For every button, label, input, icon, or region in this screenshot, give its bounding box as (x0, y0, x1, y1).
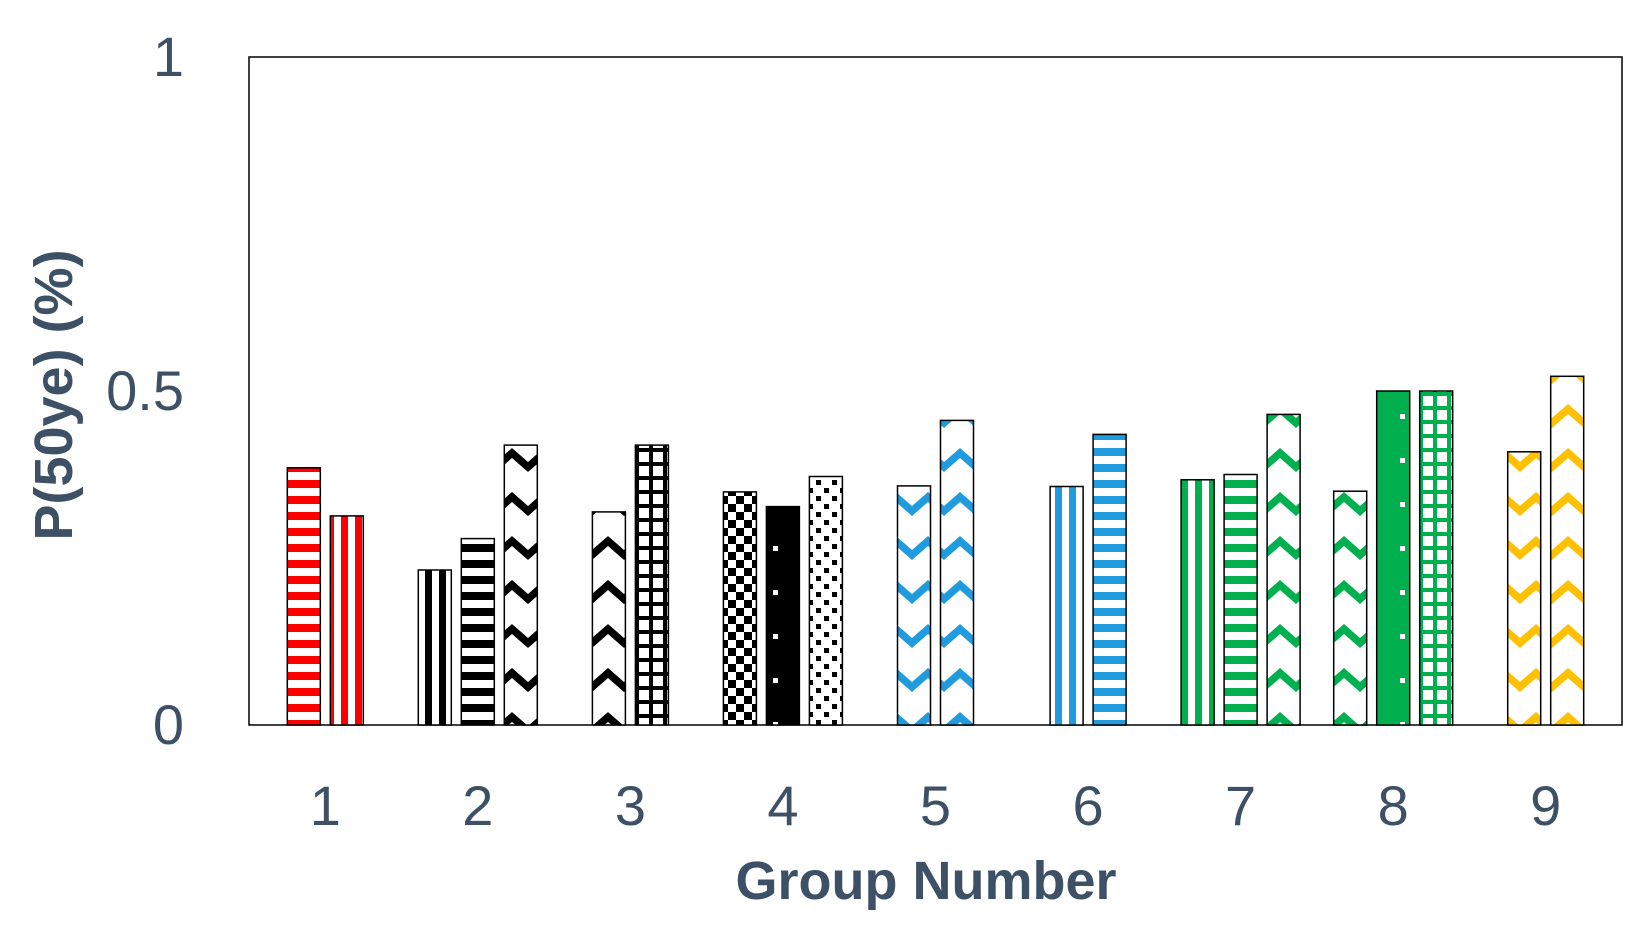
bar-group-7-1 (1180, 479, 1215, 726)
x-tick-label: 6 (1073, 774, 1104, 837)
x-tick-label: 9 (1530, 774, 1561, 837)
bar-group-3-2 (634, 444, 670, 726)
bar-group-8-1 (1332, 490, 1368, 726)
x-tick-label: 2 (462, 774, 493, 837)
x-tick-label: 3 (615, 774, 646, 837)
bars-layer (286, 375, 1585, 726)
x-tick-label: 4 (767, 774, 798, 837)
bar-group-2-1 (417, 569, 453, 726)
bar-group-9-1 (1506, 451, 1542, 726)
bar-group-7-2 (1223, 473, 1258, 726)
bar-group-1-1 (286, 467, 322, 726)
bar-group-4-3 (808, 475, 844, 726)
y-tick-label: 0 (153, 693, 184, 756)
bar-group-4-2 (765, 505, 801, 726)
bar-group-5-2 (939, 419, 975, 726)
bar-group-2-3 (503, 444, 539, 726)
y-tick-label: 0.5 (106, 359, 184, 422)
plot-area-frame (248, 56, 1623, 726)
x-axis-title: Group Number (735, 851, 1116, 911)
bar-group-1-2 (329, 515, 365, 726)
x-tick-label: 5 (920, 774, 951, 837)
bar-group-6-2 (1092, 433, 1127, 726)
bar-group-8-3 (1418, 390, 1454, 726)
x-tick-label: 8 (1378, 774, 1409, 837)
bar-group-6-1 (1049, 485, 1084, 726)
y-axis-title: P(50ye) (%) (24, 249, 84, 540)
bar-group-5-1 (896, 485, 932, 726)
x-tick-label: 7 (1225, 774, 1256, 837)
bar-group-2-2 (460, 537, 496, 726)
bar-group-4-1 (722, 491, 758, 726)
bar-group-3-1 (591, 511, 627, 726)
bar-group-9-2 (1549, 375, 1585, 726)
bar-group-8-2 (1375, 390, 1411, 726)
x-tick-label: 1 (310, 774, 341, 837)
bar-group-7-3 (1266, 413, 1301, 726)
x-tick-labels: 1 2 3 4 5 6 7 8 9 (310, 774, 1562, 837)
y-tick-label: 1 (153, 25, 184, 88)
y-tick-labels: 00.51 (106, 25, 184, 756)
